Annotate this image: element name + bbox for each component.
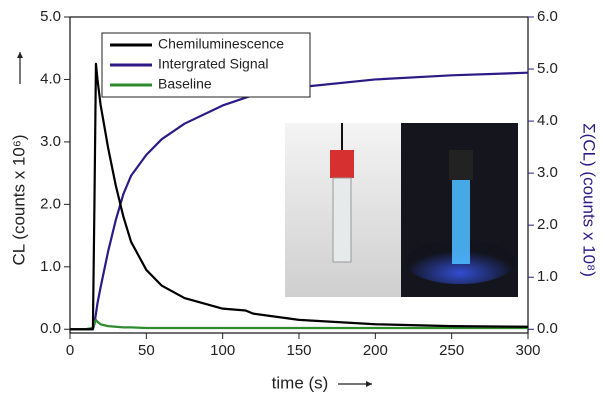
series-line xyxy=(70,318,528,331)
y-tick-label: 3.0 xyxy=(40,133,61,150)
x-tick-label: 200 xyxy=(363,342,388,359)
x-tick-label: 50 xyxy=(138,342,155,359)
x-arrow xyxy=(338,381,372,387)
inset-photo xyxy=(285,123,518,297)
y2-tick-label: 5.0 xyxy=(537,60,558,77)
y-tick-label: 4.0 xyxy=(40,70,61,87)
legend-label: Intergrated Signal xyxy=(158,56,269,72)
y-tick-label: 0.0 xyxy=(40,320,61,337)
y2-tick-label: 3.0 xyxy=(537,164,558,181)
legend-label: Baseline xyxy=(158,76,212,92)
y2-tick-label: 0.0 xyxy=(537,320,558,337)
y2-tick-label: 6.0 xyxy=(537,8,558,25)
x-tick-label: 250 xyxy=(439,342,464,359)
legend-label: Chemiluminescence xyxy=(158,36,284,52)
legend: Chemiluminescence Intergrated Signal Basel… xyxy=(101,32,311,98)
x-tick-label: 300 xyxy=(515,342,540,359)
y2-tick-label: 4.0 xyxy=(537,112,558,129)
y-tick-label: 5.0 xyxy=(40,8,61,25)
x-tick-label: 150 xyxy=(286,342,311,359)
x-tick-label: 100 xyxy=(210,342,235,359)
y-tick-label: 1.0 xyxy=(40,258,61,275)
x-axis-label: time (s) xyxy=(272,373,329,392)
y2-tick-label: 1.0 xyxy=(537,268,558,285)
x-tick-label: 0 xyxy=(66,342,74,359)
series-line xyxy=(70,62,529,331)
y-arrow xyxy=(17,52,23,84)
y2-tick-label: 2.0 xyxy=(537,216,558,233)
y-tick-label: 2.0 xyxy=(40,195,61,212)
y2-axis-label: Σ(CL) (counts x 10⁸) xyxy=(580,123,599,277)
y-axis-label: CL (counts x 10⁶) xyxy=(9,134,28,265)
